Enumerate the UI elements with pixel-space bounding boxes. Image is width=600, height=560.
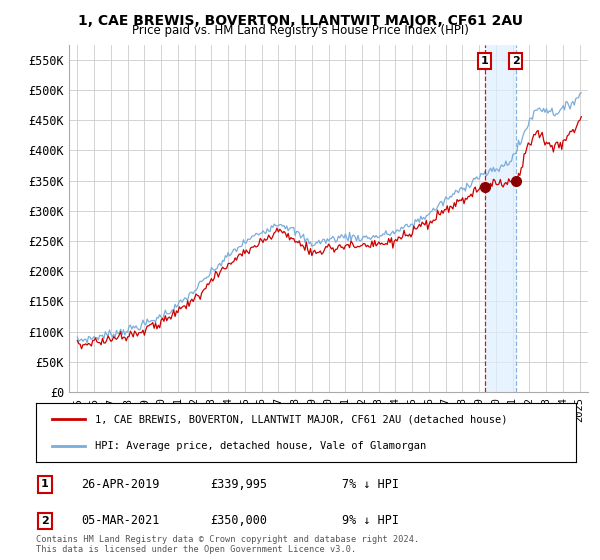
Text: Price paid vs. HM Land Registry's House Price Index (HPI): Price paid vs. HM Land Registry's House …: [131, 24, 469, 37]
Text: 05-MAR-2021: 05-MAR-2021: [81, 514, 160, 528]
Text: £350,000: £350,000: [210, 514, 267, 528]
Text: 1, CAE BREWIS, BOVERTON, LLANTWIT MAJOR, CF61 2AU: 1, CAE BREWIS, BOVERTON, LLANTWIT MAJOR,…: [77, 14, 523, 28]
Text: 1, CAE BREWIS, BOVERTON, LLANTWIT MAJOR, CF61 2AU (detached house): 1, CAE BREWIS, BOVERTON, LLANTWIT MAJOR,…: [95, 414, 508, 424]
Text: 9% ↓ HPI: 9% ↓ HPI: [342, 514, 399, 528]
Text: HPI: Average price, detached house, Vale of Glamorgan: HPI: Average price, detached house, Vale…: [95, 441, 427, 451]
Text: 1: 1: [41, 479, 49, 489]
Text: 7% ↓ HPI: 7% ↓ HPI: [342, 478, 399, 491]
Text: 1: 1: [481, 56, 488, 66]
Text: 2: 2: [512, 56, 520, 66]
Text: 26-APR-2019: 26-APR-2019: [81, 478, 160, 491]
Text: 2: 2: [41, 516, 49, 526]
Text: Contains HM Land Registry data © Crown copyright and database right 2024.
This d: Contains HM Land Registry data © Crown c…: [36, 535, 419, 554]
Bar: [485, 45, 515, 392]
Text: £339,995: £339,995: [210, 478, 267, 491]
